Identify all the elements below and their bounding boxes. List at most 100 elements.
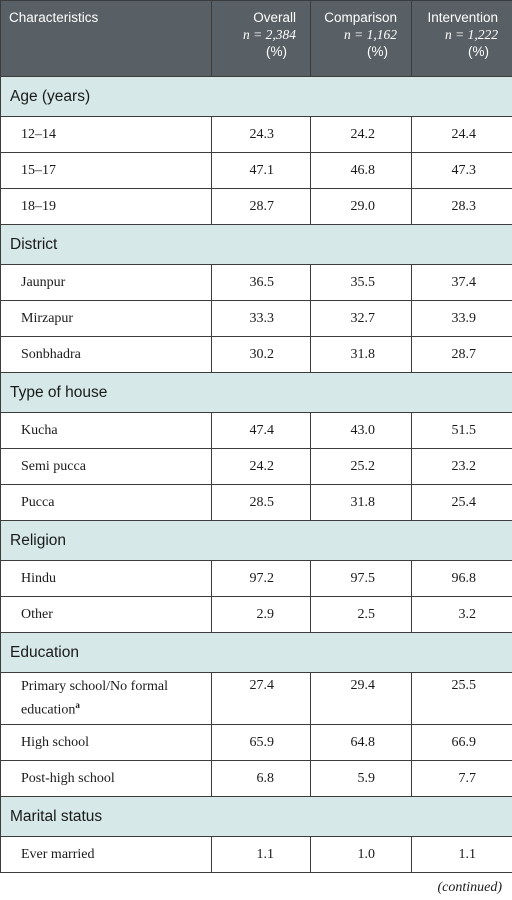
header-comparison-title: Comparison <box>324 10 397 25</box>
section-title: Religion <box>0 520 512 561</box>
value-cell: 47.1 <box>211 152 311 189</box>
value-cell: 25.5 <box>411 672 512 725</box>
table-row: Kucha 47.4 43.0 51.5 <box>0 412 512 449</box>
row-label: 12–14 <box>21 126 56 142</box>
value-cell: 46.8 <box>310 152 412 189</box>
table-header-row: Characteristics Overall n = 2,384 (%) Co… <box>0 0 512 77</box>
row-label: High school <box>21 734 90 750</box>
row-label: 15–17 <box>21 162 56 178</box>
value-cell: 24.3 <box>211 116 311 153</box>
value-cell: 33.9 <box>411 300 512 337</box>
header-characteristics: Characteristics <box>0 0 212 77</box>
table-row: Primary school/No formal educationa 27.4 2… <box>0 672 512 725</box>
row-label: Jaunpur <box>21 274 66 290</box>
value-cell: 28.7 <box>211 188 311 225</box>
value-cell: 3.2 <box>411 596 512 633</box>
value-cell: 66.9 <box>411 724 512 761</box>
row-label-cell: Other <box>0 596 212 633</box>
row-label: Primary school/No formal education <box>21 679 168 718</box>
value-cell: 97.5 <box>310 560 412 597</box>
footnote-marker: a <box>75 700 80 711</box>
row-label-cell: Primary school/No formal educationa <box>0 672 212 725</box>
value-cell: 29.0 <box>310 188 412 225</box>
row-label-cell: Pucca <box>0 484 212 521</box>
table-row: Other 2.9 2.5 3.2 <box>0 596 512 633</box>
header-overall: Overall n = 2,384 (%) <box>211 0 311 77</box>
section-header-row: Type of house <box>0 372 512 413</box>
header-overall-n-text: n = 2,384 <box>243 27 296 42</box>
value-cell: 6.8 <box>211 760 311 797</box>
row-label-cell: High school <box>0 724 212 761</box>
section-title: Education <box>0 632 512 673</box>
row-label: Sonbhadra <box>21 346 81 362</box>
row-label: Pucca <box>21 494 55 510</box>
header-comparison-n: n = 1,162 <box>311 26 397 43</box>
header-intervention-n: n = 1,222 <box>412 26 498 43</box>
value-cell: 27.4 <box>211 672 311 725</box>
header-overall-pct: (%) <box>266 44 287 59</box>
header-overall-title: Overall <box>253 10 296 25</box>
header-intervention: Intervention n = 1,222 (%) <box>411 0 512 77</box>
header-comparison-pct: (%) <box>367 44 388 59</box>
row-label-cell: 12–14 <box>0 116 212 153</box>
value-cell: 5.9 <box>310 760 412 797</box>
value-cell: 29.4 <box>310 672 412 725</box>
table-row: 15–17 47.1 46.8 47.3 <box>0 152 512 189</box>
value-cell: 7.7 <box>411 760 512 797</box>
table-row: 12–14 24.3 24.2 24.4 <box>0 116 512 153</box>
row-label-cell: Hindu <box>0 560 212 597</box>
row-label-cell: 18–19 <box>0 188 212 225</box>
section-title: Marital status <box>0 796 512 837</box>
value-cell: 43.0 <box>310 412 412 449</box>
row-label: Ever married <box>21 846 95 862</box>
value-cell: 31.8 <box>310 484 412 521</box>
header-comparison: Comparison n = 1,162 (%) <box>310 0 412 77</box>
table-row: Post-high school 6.8 5.9 7.7 <box>0 760 512 797</box>
section-header-row: District <box>0 224 512 265</box>
row-label: Mirzapur <box>21 310 74 326</box>
value-cell: 33.3 <box>211 300 311 337</box>
value-cell: 2.9 <box>211 596 311 633</box>
section-header-row: Education <box>0 632 512 673</box>
value-cell: 97.2 <box>211 560 311 597</box>
characteristics-table: Characteristics Overall n = 2,384 (%) Co… <box>0 0 512 873</box>
row-label: Post-high school <box>21 770 115 786</box>
table-body: Characteristics Overall n = 2,384 (%) Co… <box>0 0 512 873</box>
table-row: Hindu 97.2 97.5 96.8 <box>0 560 512 597</box>
value-cell: 65.9 <box>211 724 311 761</box>
table-row: Mirzapur 33.3 32.7 33.9 <box>0 300 512 337</box>
value-cell: 28.5 <box>211 484 311 521</box>
table-row: Semi pucca 24.2 25.2 23.2 <box>0 448 512 485</box>
row-label: Other <box>21 606 53 622</box>
value-cell: 32.7 <box>310 300 412 337</box>
row-label: 18–19 <box>21 198 56 214</box>
value-cell: 24.4 <box>411 116 512 153</box>
table-row: Jaunpur 36.5 35.5 37.4 <box>0 264 512 301</box>
value-cell: 24.2 <box>310 116 412 153</box>
value-cell: 36.5 <box>211 264 311 301</box>
value-cell: 47.4 <box>211 412 311 449</box>
value-cell: 1.1 <box>411 836 512 873</box>
row-label: Hindu <box>21 570 56 586</box>
value-cell: 1.0 <box>310 836 412 873</box>
row-label: Semi pucca <box>21 458 86 474</box>
row-label: Kucha <box>21 422 58 438</box>
row-label-cell: Semi pucca <box>0 448 212 485</box>
section-header-row: Age (years) <box>0 76 512 117</box>
row-label-cell: Jaunpur <box>0 264 212 301</box>
value-cell: 2.5 <box>310 596 412 633</box>
value-cell: 25.2 <box>310 448 412 485</box>
table-row: Pucca 28.5 31.8 25.4 <box>0 484 512 521</box>
row-label-cell: Sonbhadra <box>0 336 212 373</box>
header-overall-n: n = 2,384 <box>212 26 296 43</box>
value-cell: 23.2 <box>411 448 512 485</box>
continued-note: (continued) <box>437 880 502 896</box>
value-cell: 25.4 <box>411 484 512 521</box>
row-label-cell: Mirzapur <box>0 300 212 337</box>
value-cell: 28.3 <box>411 188 512 225</box>
section-title: Type of house <box>0 372 512 413</box>
table-row: Sonbhadra 30.2 31.8 28.7 <box>0 336 512 373</box>
value-cell: 35.5 <box>310 264 412 301</box>
value-cell: 96.8 <box>411 560 512 597</box>
section-header-row: Religion <box>0 520 512 561</box>
